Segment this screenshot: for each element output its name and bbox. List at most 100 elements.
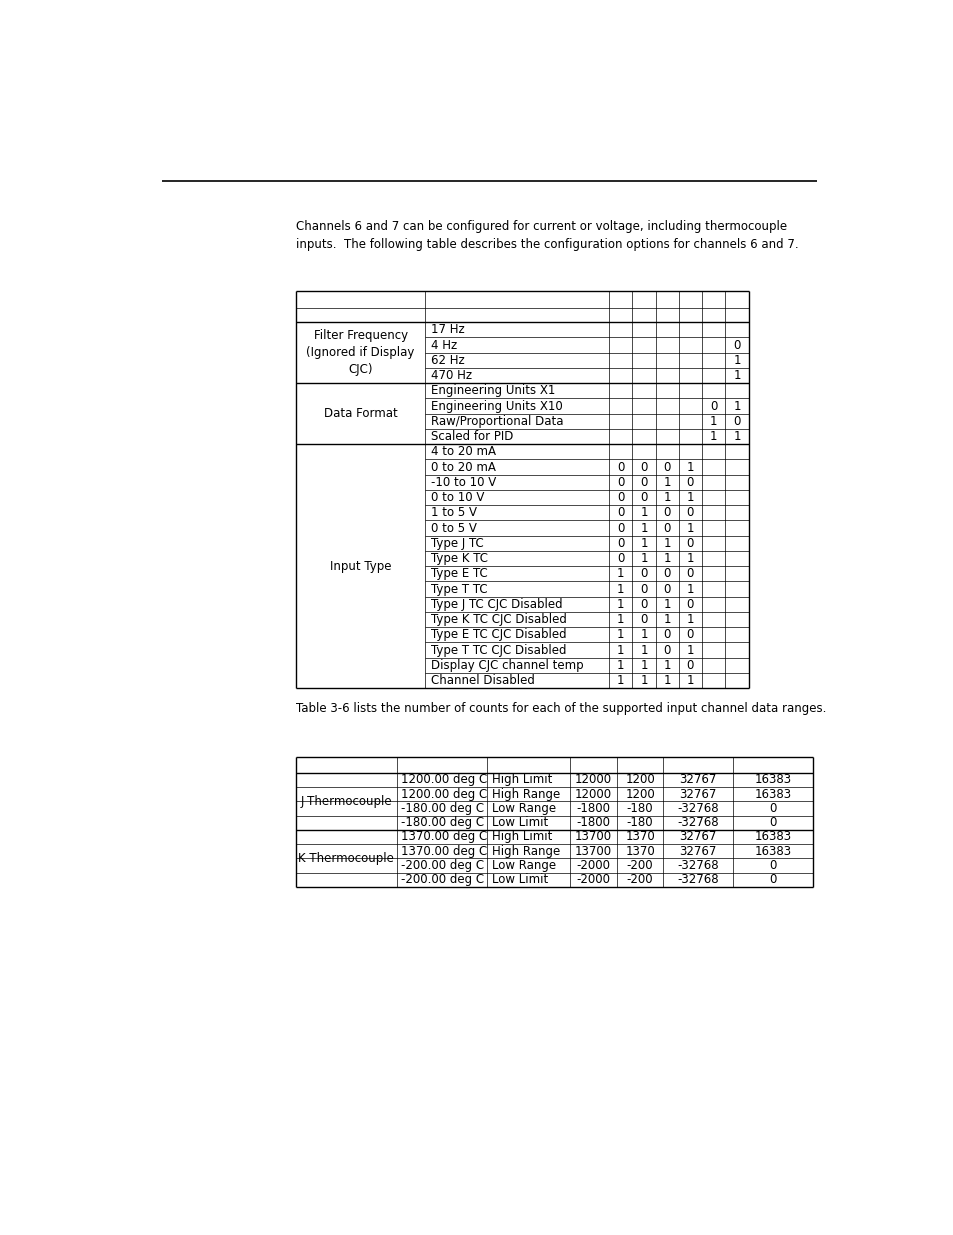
Text: 0 to 20 mA: 0 to 20 mA [431,461,496,473]
Text: Scaled for PID: Scaled for PID [431,430,513,443]
Text: 1: 1 [662,598,670,611]
Text: 0: 0 [733,338,740,352]
Text: 1: 1 [662,613,670,626]
Text: 0 to 5 V: 0 to 5 V [431,521,476,535]
Text: 1: 1 [639,506,647,519]
Text: 1: 1 [686,552,694,566]
Text: 0: 0 [733,415,740,427]
Text: 1: 1 [617,643,624,657]
Text: -180.00 deg C: -180.00 deg C [401,802,484,815]
Text: Engineering Units X10: Engineering Units X10 [431,400,562,412]
Text: 1: 1 [733,430,740,443]
Text: 0: 0 [662,567,670,580]
Text: 32767: 32767 [679,845,716,857]
Text: -1800: -1800 [576,816,610,829]
Text: 1: 1 [617,567,624,580]
Text: 13700: 13700 [575,845,612,857]
Text: 0: 0 [686,475,694,489]
Text: 0: 0 [617,492,623,504]
Text: 1: 1 [617,629,624,641]
Text: Low Range: Low Range [492,802,556,815]
Text: 1370.00 deg C: 1370.00 deg C [401,830,487,844]
Text: 1: 1 [639,537,647,550]
Text: 0: 0 [686,506,694,519]
Text: -200.00 deg C: -200.00 deg C [401,858,484,872]
Text: 16383: 16383 [754,788,791,800]
Text: Low Limit: Low Limit [492,873,548,887]
Text: -32768: -32768 [677,802,719,815]
Text: Low Limit: Low Limit [492,816,548,829]
Text: 1: 1 [709,430,717,443]
Text: 1: 1 [686,492,694,504]
Text: 0: 0 [639,613,647,626]
Text: 16383: 16383 [754,773,791,787]
Text: Channel Disabled: Channel Disabled [431,674,534,687]
Text: 1: 1 [733,369,740,382]
Text: 0: 0 [662,583,670,595]
Text: 0: 0 [617,521,623,535]
Text: -2000: -2000 [576,873,610,887]
Text: 16383: 16383 [754,830,791,844]
Text: 1: 1 [617,674,624,687]
Text: 1: 1 [686,461,694,473]
Text: 0: 0 [639,492,647,504]
Text: Type K TC: Type K TC [431,552,487,566]
Text: -32768: -32768 [677,873,719,887]
Text: 0: 0 [662,506,670,519]
Text: Filter Frequency
(Ignored if Display
CJC): Filter Frequency (Ignored if Display CJC… [306,330,415,377]
Text: 0: 0 [768,873,776,887]
Text: 1: 1 [662,475,670,489]
Text: Type E TC CJC Disabled: Type E TC CJC Disabled [431,629,566,641]
Text: Table 3-6 lists the number of counts for each of the supported input channel dat: Table 3-6 lists the number of counts for… [295,701,825,715]
Text: 0: 0 [639,475,647,489]
Text: 4 to 20 mA: 4 to 20 mA [431,446,496,458]
Text: -1800: -1800 [576,802,610,815]
Text: 1: 1 [686,583,694,595]
Text: 0: 0 [768,816,776,829]
Text: 32767: 32767 [679,788,716,800]
Text: High Range: High Range [492,845,559,857]
Text: 0: 0 [662,643,670,657]
Text: Data Format: Data Format [323,408,397,420]
Text: 1 to 5 V: 1 to 5 V [431,506,476,519]
Text: 32767: 32767 [679,773,716,787]
Text: 12000: 12000 [575,773,612,787]
Text: 0: 0 [686,629,694,641]
Text: 1: 1 [639,674,647,687]
Text: 1: 1 [639,643,647,657]
Text: 1: 1 [639,552,647,566]
Text: 1: 1 [617,613,624,626]
Text: -180: -180 [626,802,653,815]
Text: 0: 0 [639,583,647,595]
Text: 16383: 16383 [754,845,791,857]
Text: Raw/Proportional Data: Raw/Proportional Data [431,415,562,427]
Text: 1: 1 [639,521,647,535]
Text: 1370: 1370 [624,830,655,844]
Text: Type T TC CJC Disabled: Type T TC CJC Disabled [431,643,566,657]
Text: Type K TC CJC Disabled: Type K TC CJC Disabled [431,613,566,626]
Text: 1: 1 [686,674,694,687]
Text: 13700: 13700 [575,830,612,844]
Text: 1200: 1200 [624,773,655,787]
Text: 1: 1 [662,537,670,550]
Text: 32767: 32767 [679,830,716,844]
Text: 1: 1 [617,583,624,595]
Text: 1: 1 [709,415,717,427]
Text: 1: 1 [639,658,647,672]
Text: Engineering Units X1: Engineering Units X1 [431,384,555,398]
Text: 0: 0 [662,521,670,535]
Text: 0: 0 [662,629,670,641]
Text: 0: 0 [639,461,647,473]
Text: -32768: -32768 [677,858,719,872]
Text: Type T TC: Type T TC [431,583,487,595]
Text: 0: 0 [617,506,623,519]
Text: -200.00 deg C: -200.00 deg C [401,873,484,887]
Text: 1: 1 [662,674,670,687]
Text: 62 Hz: 62 Hz [431,354,464,367]
Text: 0: 0 [662,461,670,473]
Text: 1: 1 [733,400,740,412]
Text: 1: 1 [617,658,624,672]
Text: 0: 0 [686,567,694,580]
Text: 4 Hz: 4 Hz [431,338,456,352]
Text: 0: 0 [617,461,623,473]
